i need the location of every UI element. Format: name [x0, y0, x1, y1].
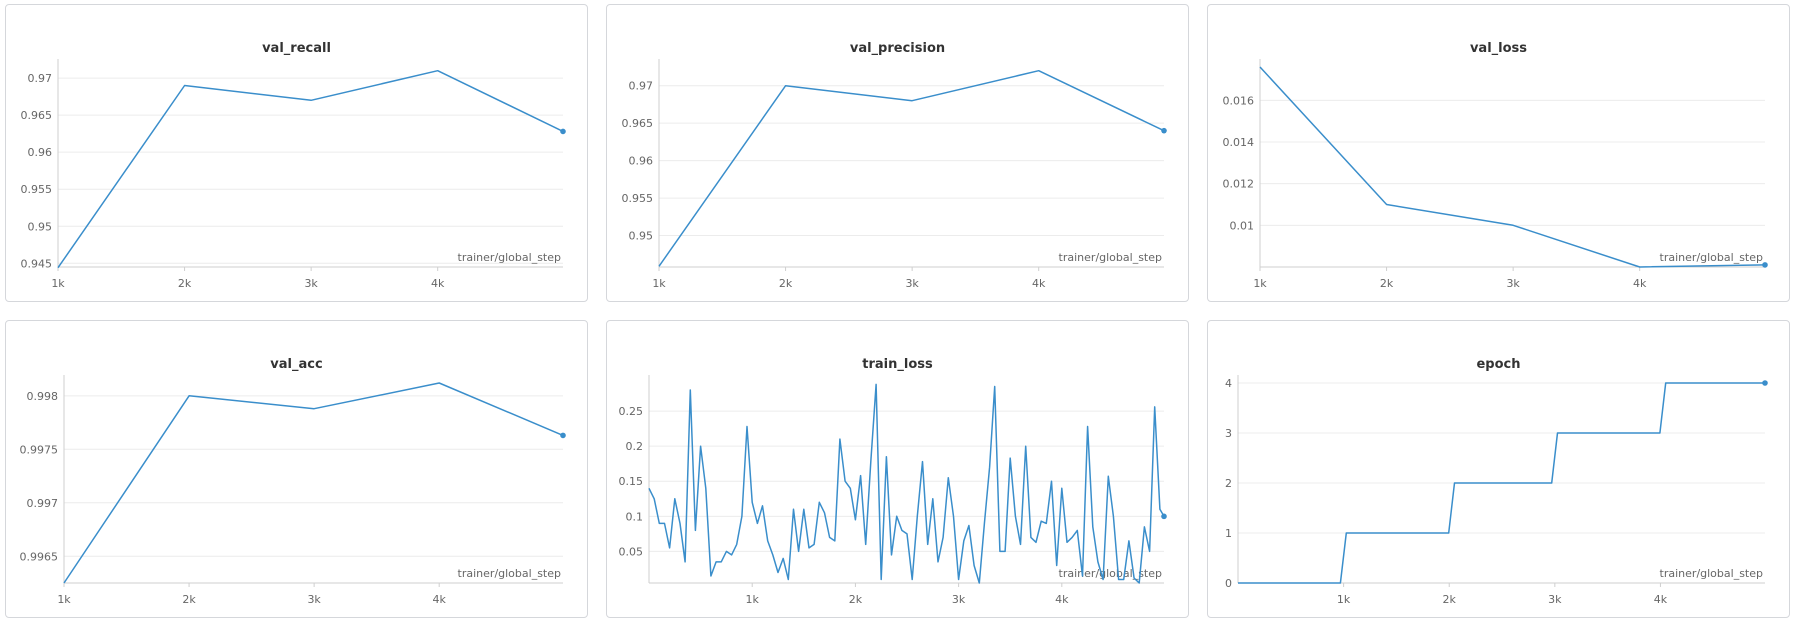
series-line	[1238, 382, 1765, 584]
y-tick-label: 0.016	[1223, 94, 1255, 107]
y-tick-label: 0.012	[1223, 178, 1255, 191]
x-tick-label: 2k	[182, 593, 196, 606]
x-tick-label: 4k	[1032, 277, 1046, 290]
y-tick-label: 1	[1225, 527, 1232, 540]
chart-title: val_acc	[270, 357, 323, 372]
y-tick-label: 0	[1225, 577, 1232, 590]
chart-title: train_loss	[862, 357, 933, 372]
chart-title: val_recall	[262, 41, 331, 56]
x-tick-label: 3k	[307, 593, 321, 606]
chart-title: epoch	[1476, 357, 1521, 372]
x-tick-label: 4k	[433, 593, 447, 606]
x-tick-label: 1k	[51, 277, 65, 290]
panel-val-precision: val_precision 0.95 0.955 0.96 0.965 0.97 1k 2k…	[606, 4, 1189, 302]
y-tick-label: 0.95	[629, 230, 654, 243]
x-tick-label: 3k	[1506, 277, 1520, 290]
last-point-marker	[1161, 127, 1167, 134]
x-tick-label: 2k	[1443, 593, 1457, 606]
y-tick-label: 0.01	[1230, 219, 1255, 232]
y-tick-label: 0.014	[1223, 136, 1255, 149]
y-tick-label: 0.955	[21, 183, 53, 196]
x-axis-label: trainer/global_step	[458, 567, 561, 580]
x-tick-label: 2k	[779, 277, 793, 290]
x-tick-label: 1k	[57, 593, 71, 606]
panel-train-loss: train_loss 0.05 0.1 0.15 0.2 0.25 1k 2k 3k 4k tra…	[606, 320, 1189, 618]
panel-val-acc: val_acc 0.9965 0.997 0.9975 0.998 1k 2k 3k 4k tr…	[5, 320, 588, 618]
chart-title: val_precision	[849, 41, 946, 56]
x-tick-label: 2k	[178, 277, 192, 290]
x-tick-label: 3k	[952, 593, 966, 606]
series-line	[57, 69, 564, 269]
x-tick-label: 1k	[1337, 593, 1351, 606]
panel-val-recall: val_recall 0.945 0.95 0.955 0.96 0.965 0.97 1k…	[5, 4, 588, 302]
x-axis-label: trainer/global_step	[1660, 567, 1763, 580]
y-tick-label: 2	[1225, 477, 1232, 490]
last-point-marker	[1762, 380, 1768, 386]
y-tick-label: 0.97	[28, 72, 53, 85]
last-point-marker	[560, 432, 566, 439]
x-tick-label: 3k	[1548, 593, 1562, 606]
y-tick-label: 0.2	[626, 440, 644, 453]
chart-title: val_loss	[1469, 41, 1528, 56]
series-line	[1259, 66, 1766, 268]
series-line	[648, 383, 1165, 584]
x-tick-label: 3k	[905, 277, 919, 290]
y-tick-label: 0.955	[622, 192, 654, 205]
y-tick-label: 0.25	[619, 405, 644, 418]
x-tick-label: 4k	[1055, 593, 1069, 606]
y-tick-label: 0.96	[28, 146, 53, 159]
y-tick-label: 0.9975	[20, 443, 59, 456]
y-tick-label: 0.9965	[20, 550, 59, 563]
y-tick-label: 3	[1225, 427, 1232, 440]
x-tick-label: 1k	[652, 277, 666, 290]
y-tick-label: 0.965	[622, 117, 654, 130]
series-line	[63, 382, 564, 584]
y-tick-label: 0.965	[21, 109, 53, 122]
y-tick-label: 0.15	[619, 475, 644, 488]
y-tick-label: 0.95	[28, 220, 53, 233]
y-tick-label: 0.998	[27, 390, 59, 403]
x-tick-label: 1k	[1253, 277, 1267, 290]
y-tick-label: 0.97	[629, 80, 654, 93]
series-line	[658, 69, 1165, 267]
x-tick-label: 2k	[1380, 277, 1394, 290]
x-axis-label: trainer/global_step	[1660, 251, 1763, 264]
y-tick-label: 0.05	[619, 545, 644, 558]
x-tick-label: 4k	[431, 277, 445, 290]
x-axis-label: trainer/global_step	[1059, 567, 1162, 580]
x-axis-label: trainer/global_step	[458, 251, 561, 264]
x-tick-label: 4k	[1654, 593, 1668, 606]
y-tick-label: 4	[1225, 377, 1232, 390]
last-point-marker	[1762, 262, 1768, 268]
x-axis-label: trainer/global_step	[1059, 251, 1162, 264]
y-tick-label: 0.945	[21, 257, 53, 270]
chart-svg: 0.9965 0.997 0.9975 0.998 1k 2k 3k 4k trainer/gl…	[20, 375, 566, 606]
chart-svg: 0.01 0.012 0.014 0.016 1k 2k 3k 4k trainer/globa…	[1223, 59, 1768, 290]
last-point-marker	[1161, 513, 1167, 520]
x-tick-label: 1k	[746, 593, 760, 606]
y-tick-label: 0.1	[626, 510, 644, 523]
panel-epoch: epoch 0 1 2 3 4 1k 2k 3k 4k trainer/global_step	[1207, 320, 1790, 618]
y-tick-label: 0.997	[27, 497, 59, 510]
chart-svg: 0.95 0.955 0.96 0.965 0.97 1k 2k 3k 4k trainer/gl…	[622, 59, 1167, 290]
chart-svg: 0.05 0.1 0.15 0.2 0.25 1k 2k 3k 4k trainer/global…	[619, 375, 1167, 606]
chart-svg: 0.945 0.95 0.955 0.96 0.965 0.97 1k 2k 3k 4k train…	[21, 59, 566, 290]
panel-val-loss: val_loss 0.01 0.012 0.014 0.016 1k 2k 3k 4k trai…	[1207, 4, 1790, 302]
x-tick-label: 4k	[1633, 277, 1647, 290]
y-tick-label: 0.96	[629, 155, 654, 168]
x-tick-label: 3k	[304, 277, 318, 290]
chart-svg: 0 1 2 3 4 1k 2k 3k 4k trainer/global_step	[1225, 375, 1768, 606]
x-tick-label: 2k	[849, 593, 863, 606]
last-point-marker	[560, 128, 566, 135]
